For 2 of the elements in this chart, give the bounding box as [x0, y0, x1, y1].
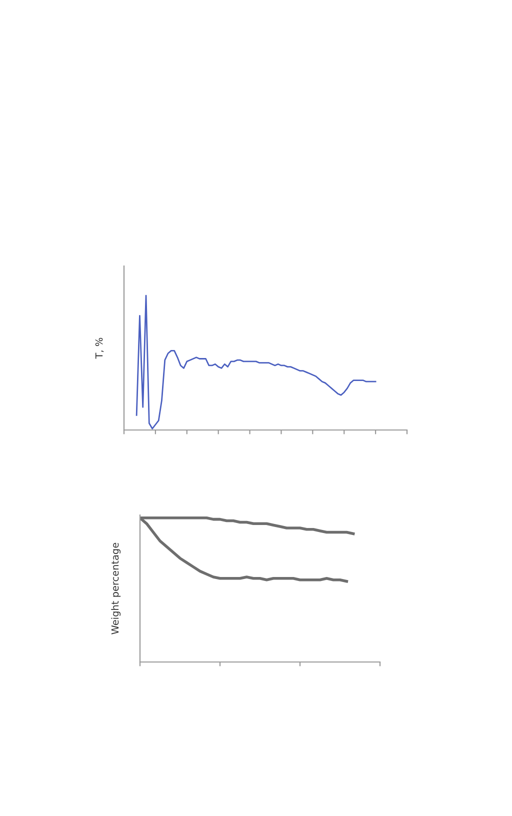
y-axis-title: T, %	[95, 338, 104, 359]
y-axis-title: Weight percentage	[111, 542, 121, 634]
